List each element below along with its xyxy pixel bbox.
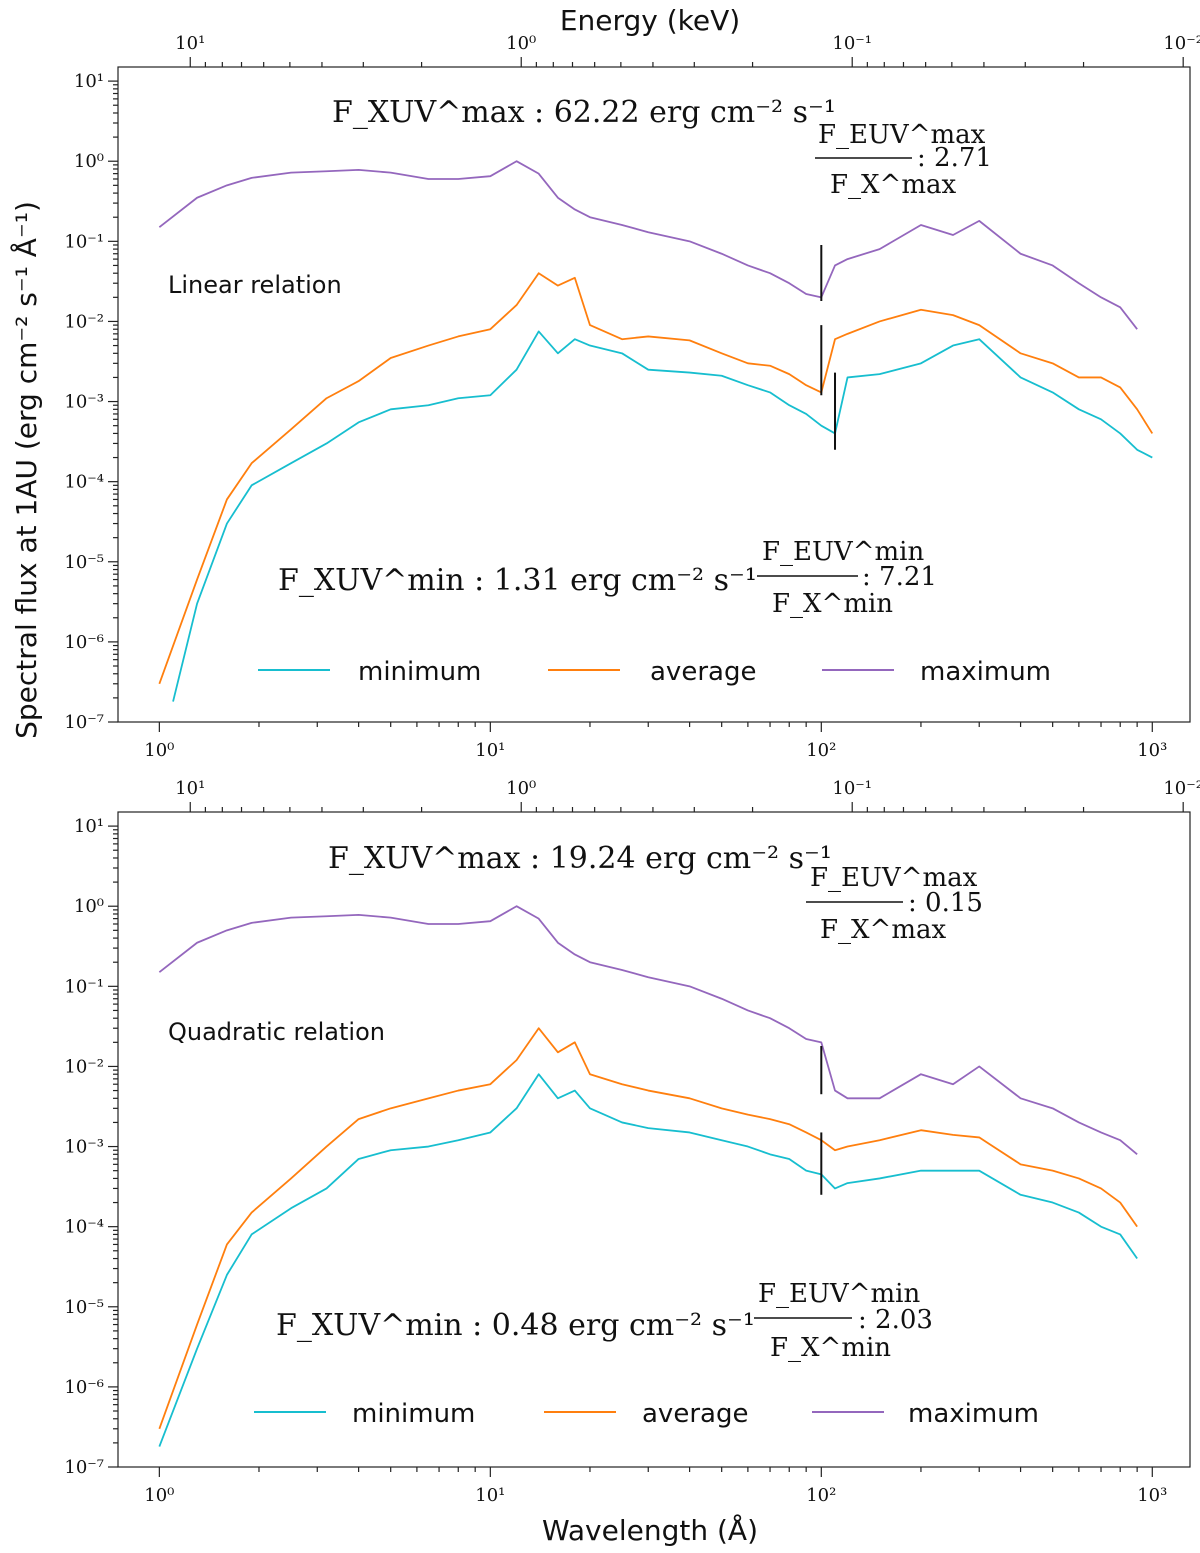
y-axis-title: Spectral flux at 1AU (erg cm⁻² s⁻¹ Å⁻¹) bbox=[9, 201, 43, 739]
energy-axis-title: Energy (keV) bbox=[560, 4, 740, 37]
plot-frame bbox=[117, 66, 1191, 723]
y-axis: 10¹ 10⁰ 10⁻¹ 10⁻² 10⁻³ 10⁻⁴ 10⁻⁵ 10⁻⁶ 10⁻⁷ bbox=[64, 816, 118, 1478]
x-tick-label: 10³ bbox=[1137, 1485, 1167, 1506]
x-tick-label: 10² bbox=[806, 1485, 836, 1506]
ratio-min-annotation: F_EUV^min F_X^min : 2.03 bbox=[754, 1279, 933, 1363]
x-axis: 10⁰ 10¹ 10² 10³ bbox=[144, 722, 1167, 761]
y-tick-label: 10⁻⁴ bbox=[64, 472, 104, 493]
panel-linear-relation: 10⁰ 10¹ 10² 10³ 10¹ 10⁰ 10⁻¹ 10⁻² 10¹10⁰10⁻¹10… bbox=[64, 33, 1200, 761]
ratio-max-denominator: F_X^max bbox=[830, 170, 956, 200]
legend: minimum average maximum bbox=[258, 657, 1051, 687]
y-axis: 10¹ 10⁰ 10⁻¹ 10⁻² 10⁻³ 10⁻⁴ 10⁻⁵ 10⁻⁶ 10⁻⁷ bbox=[64, 71, 118, 733]
y-tick-label: 10⁻⁶ bbox=[64, 1377, 104, 1398]
x-axis: 10⁰ 10¹ 10² 10³ bbox=[144, 1467, 1167, 1506]
ratio-min-annotation: F_EUV^min F_X^min : 7.21 bbox=[757, 537, 937, 619]
legend-label-minimum: minimum bbox=[358, 657, 481, 687]
ratio-min-value: : 7.21 bbox=[862, 562, 937, 592]
flux-max-annotation: F_XUV^max : 19.24 erg cm⁻² s⁻¹ bbox=[328, 841, 832, 876]
series-line-minimum bbox=[172, 330, 1153, 702]
x-tick-label: 10² bbox=[806, 740, 836, 761]
series-line-maximum bbox=[158, 160, 1138, 330]
y-tick-label: 10⁻³ bbox=[64, 1137, 104, 1158]
flux-min-annotation: F_XUV^min : 1.31 erg cm⁻² s⁻¹ bbox=[278, 563, 757, 598]
energy-tick-label: 10⁻¹ bbox=[832, 33, 872, 54]
y-tick-label: 10⁻² bbox=[64, 1056, 104, 1077]
energy-tick-label: 10¹ bbox=[175, 33, 205, 54]
flux-min-annotation: F_XUV^min : 0.48 erg cm⁻² s⁻¹ bbox=[276, 1308, 755, 1343]
flux-max-annotation: F_XUV^max : 62.22 erg cm⁻² s⁻¹ bbox=[332, 95, 836, 130]
y-tick-label: 10¹ bbox=[74, 816, 104, 837]
ratio-min-denominator: F_X^min bbox=[770, 1333, 891, 1363]
legend: minimum average maximum bbox=[254, 1399, 1039, 1429]
energy-tick-label: 10⁻² bbox=[1163, 33, 1200, 54]
ratio-max-annotation: F_EUV^max F_X^max : 2.71 bbox=[815, 120, 992, 200]
ratio-min-denominator: F_X^min bbox=[772, 589, 893, 619]
legend-label-average: average bbox=[642, 1399, 748, 1429]
y-tick-label: 10⁻² bbox=[64, 311, 104, 332]
y-tick-label: 10⁻⁶ bbox=[64, 632, 104, 653]
legend-label-minimum: minimum bbox=[352, 1399, 475, 1429]
y-tick-label: 10⁻¹ bbox=[64, 976, 104, 997]
x-tick-label: 10¹ bbox=[475, 740, 505, 761]
x-tick-label: 10⁰ bbox=[144, 740, 174, 761]
energy-tick-label: 10⁰ bbox=[506, 33, 536, 54]
y-tick-label: 10⁻¹ bbox=[64, 231, 104, 252]
ratio-min-numerator: F_EUV^min bbox=[762, 537, 924, 567]
ratio-max-value: : 2.71 bbox=[917, 143, 992, 173]
series-line-maximum bbox=[158, 905, 1138, 1156]
ratio-max-denominator: F_X^max bbox=[820, 915, 946, 945]
x-tick-label: 10³ bbox=[1137, 740, 1167, 761]
y-tick-label: 10⁻⁷ bbox=[64, 1457, 104, 1478]
break-markers bbox=[820, 244, 837, 450]
plot-frame bbox=[117, 811, 1191, 1468]
relation-label: Quadratic relation bbox=[168, 1018, 385, 1046]
relation-label: Linear relation bbox=[168, 271, 342, 299]
ratio-min-value: : 2.03 bbox=[858, 1305, 933, 1335]
x-axis-title: Wavelength (Å) bbox=[542, 1513, 758, 1547]
panel-quadratic-relation: 10⁰ 10¹ 10² 10³ 10¹ 10⁰ 10⁻¹ 10⁻² 10¹10⁰10⁻¹10… bbox=[64, 778, 1200, 1506]
x-tick-label: 10¹ bbox=[475, 1485, 505, 1506]
y-tick-label: 10⁻⁵ bbox=[64, 1297, 104, 1318]
series-group bbox=[158, 905, 1138, 1447]
x-tick-label: 10⁰ bbox=[144, 1485, 174, 1506]
ratio-min-numerator: F_EUV^min bbox=[758, 1279, 920, 1309]
y-tick-label: 10⁰ bbox=[74, 896, 104, 917]
energy-tick-label: 10⁰ bbox=[506, 778, 536, 799]
series-line-average bbox=[158, 272, 1154, 685]
energy-tick-label: 10⁻² bbox=[1163, 778, 1200, 799]
energy-tick-label: 10⁻¹ bbox=[832, 778, 872, 799]
y-tick-label: 10⁻⁴ bbox=[64, 1217, 104, 1238]
energy-axis: 10¹ 10⁰ 10⁻¹ 10⁻² bbox=[175, 778, 1200, 812]
legend-label-maximum: maximum bbox=[908, 1399, 1039, 1429]
series-line-average bbox=[158, 1027, 1138, 1430]
y-tick-label: 10⁻⁵ bbox=[64, 552, 104, 573]
ratio-max-value: : 0.15 bbox=[908, 888, 983, 918]
ratio-max-numerator: F_EUV^max bbox=[810, 863, 978, 893]
ratio-max-numerator: F_EUV^max bbox=[818, 120, 986, 150]
y-tick-label: 10⁰ bbox=[74, 151, 104, 172]
ratio-max-annotation: F_EUV^max F_X^max : 0.15 bbox=[806, 863, 983, 945]
series-group bbox=[158, 160, 1154, 702]
y-tick-label: 10¹ bbox=[74, 71, 104, 92]
y-tick-label: 10⁻⁷ bbox=[64, 712, 104, 733]
legend-label-maximum: maximum bbox=[920, 657, 1051, 687]
legend-label-average: average bbox=[650, 657, 756, 687]
energy-tick-label: 10¹ bbox=[175, 778, 205, 799]
y-tick-label: 10⁻³ bbox=[64, 392, 104, 413]
energy-axis: 10¹ 10⁰ 10⁻¹ 10⁻² bbox=[175, 33, 1200, 67]
series-line-minimum bbox=[158, 1073, 1138, 1447]
